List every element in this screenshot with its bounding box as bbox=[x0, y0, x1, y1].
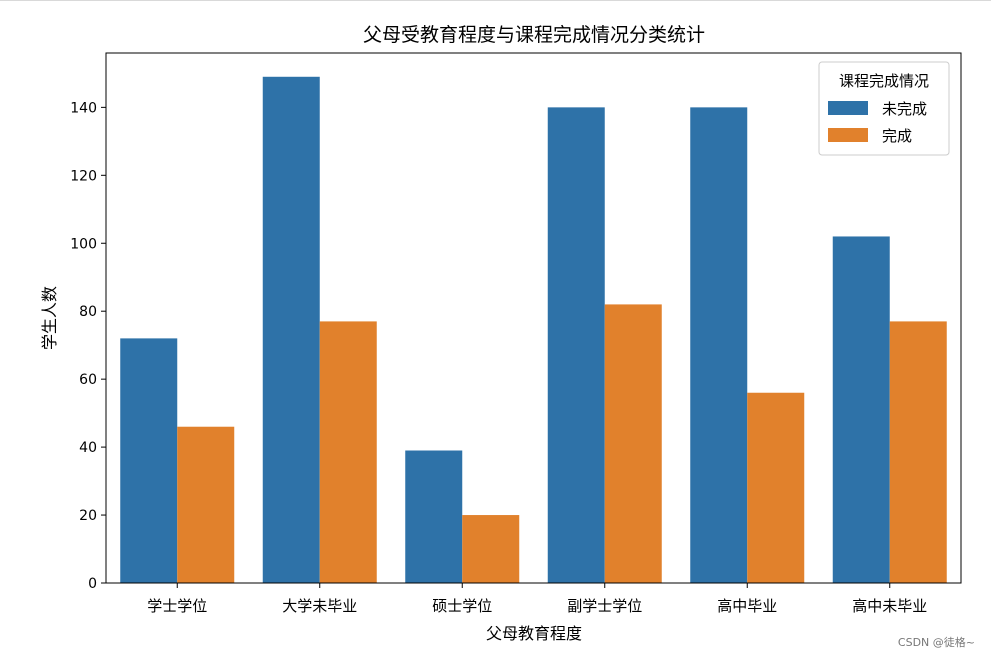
y-axis-ticks: 0 20 40 60 80 100 120 140 bbox=[70, 100, 106, 592]
bars-group bbox=[120, 76, 947, 584]
x-tick-label-0: 学士学位 bbox=[147, 597, 207, 615]
legend-swatch-series-1 bbox=[828, 128, 868, 142]
top-divider bbox=[0, 0, 991, 1]
bar-series-0-category-2 bbox=[405, 450, 463, 583]
bar-series-0-category-0 bbox=[120, 338, 178, 583]
bar-series-1-category-0 bbox=[177, 426, 235, 583]
legend-label-series-1: 完成 bbox=[882, 127, 912, 145]
y-tick-label-5: 100 bbox=[70, 236, 97, 252]
y-tick-label-2: 40 bbox=[79, 440, 97, 456]
y-tick-label-7: 140 bbox=[70, 100, 97, 116]
y-axis-label: 学生人数 bbox=[40, 286, 59, 350]
x-axis-label: 父母教育程度 bbox=[486, 624, 582, 643]
x-tick-label-2: 硕士学位 bbox=[432, 597, 492, 615]
y-tick-label-6: 120 bbox=[70, 168, 97, 184]
bar-series-1-category-2 bbox=[462, 515, 520, 583]
legend-label-series-0: 未完成 bbox=[882, 100, 927, 118]
y-tick-label-4: 80 bbox=[79, 304, 97, 320]
y-tick-label-0: 0 bbox=[88, 576, 97, 592]
plot-frame bbox=[105, 52, 962, 584]
x-tick-label-1: 大学未毕业 bbox=[282, 597, 357, 615]
watermark: CSDN @徒格~ bbox=[897, 636, 975, 649]
x-tick-label-5: 高中未毕业 bbox=[852, 597, 927, 615]
bar-series-0-category-5 bbox=[832, 236, 890, 583]
bar-series-0-category-3 bbox=[547, 107, 605, 584]
x-tick-label-3: 副学士学位 bbox=[567, 597, 642, 615]
bar-series-0-category-1 bbox=[262, 76, 320, 583]
x-axis-ticks: 学士学位 大学未毕业 硕士学位 副学士学位 高中毕业 高中未毕业 bbox=[147, 583, 927, 615]
bar-series-0-category-4 bbox=[690, 107, 748, 584]
x-tick-label-4: 高中毕业 bbox=[717, 597, 777, 615]
y-tick-label-1: 20 bbox=[79, 508, 97, 524]
legend-title: 课程完成情况 bbox=[839, 72, 929, 90]
bar-series-1-category-4 bbox=[747, 392, 805, 583]
bar-series-1-category-1 bbox=[319, 321, 377, 583]
bar-series-1-category-3 bbox=[604, 304, 662, 583]
legend: 课程完成情况 未完成 完成 bbox=[818, 61, 950, 156]
y-tick-label-3: 60 bbox=[79, 372, 97, 388]
chart-title: 父母受教育程度与课程完成情况分类统计 bbox=[363, 24, 705, 46]
legend-swatch-series-0 bbox=[828, 101, 868, 115]
bar-series-1-category-5 bbox=[889, 321, 947, 583]
